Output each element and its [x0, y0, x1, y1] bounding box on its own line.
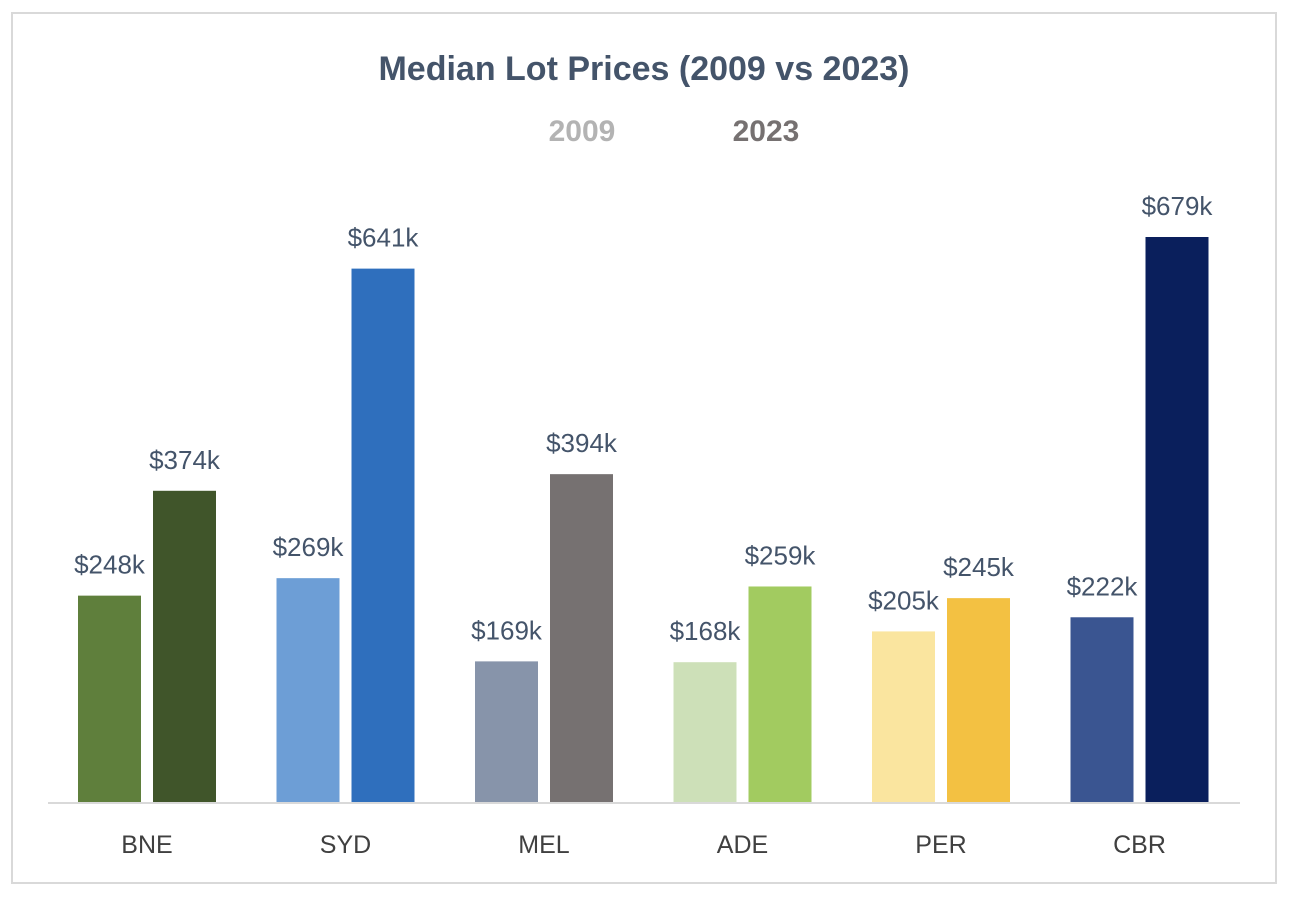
bar-bne-2023	[153, 490, 216, 802]
plot-area: $248k $374k BNE $269k $641k SYD $169k $394k MEL $…	[48, 191, 1240, 859]
x-tick-label-bne: BNE	[121, 831, 172, 859]
x-tick-label-ade: ADE	[717, 831, 768, 859]
bar-per-2023	[947, 598, 1010, 802]
data-label-syd-2023: $641k	[348, 223, 420, 253]
bar-ade-2009	[673, 662, 737, 802]
data-label-mel-2023: $394k	[546, 428, 618, 458]
bar-syd-2009	[276, 578, 340, 802]
data-label-mel-2009: $169k	[471, 615, 543, 645]
data-label-cbr-2009: $222k	[1067, 571, 1139, 601]
x-tick-label-syd: SYD	[320, 831, 371, 859]
data-label-ade-2023: $259k	[745, 540, 817, 570]
bar-ade-2023	[748, 586, 812, 802]
bar-cbr-2009	[1070, 617, 1134, 802]
data-label-bne-2009: $248k	[74, 550, 146, 580]
bar-mel-2023	[550, 474, 613, 802]
x-tick-label-cbr: CBR	[1113, 831, 1166, 859]
x-tick-label-mel: MEL	[518, 831, 570, 859]
bar-mel-2009	[475, 661, 538, 802]
chart-frame	[11, 12, 1277, 884]
bar-bne-2009	[78, 595, 141, 802]
bar-syd-2023	[351, 268, 415, 803]
legend: 2009 2023	[549, 115, 800, 148]
data-label-per-2009: $205k	[868, 585, 940, 615]
data-label-syd-2009: $269k	[273, 532, 345, 562]
x-tick-label-per: PER	[915, 831, 966, 859]
legend-entry-2023: 2023	[733, 115, 800, 148]
chart-title: Median Lot Prices (2009 vs 2023)	[378, 50, 909, 88]
bar-per-2009	[872, 631, 935, 802]
data-label-ade-2009: $168k	[670, 616, 742, 646]
data-label-bne-2023: $374k	[149, 445, 221, 475]
legend-entry-2009: 2009	[549, 115, 616, 148]
bar-cbr-2023	[1145, 237, 1209, 802]
data-label-cbr-2023: $679k	[1142, 191, 1214, 221]
data-label-per-2023: $245k	[943, 552, 1015, 582]
